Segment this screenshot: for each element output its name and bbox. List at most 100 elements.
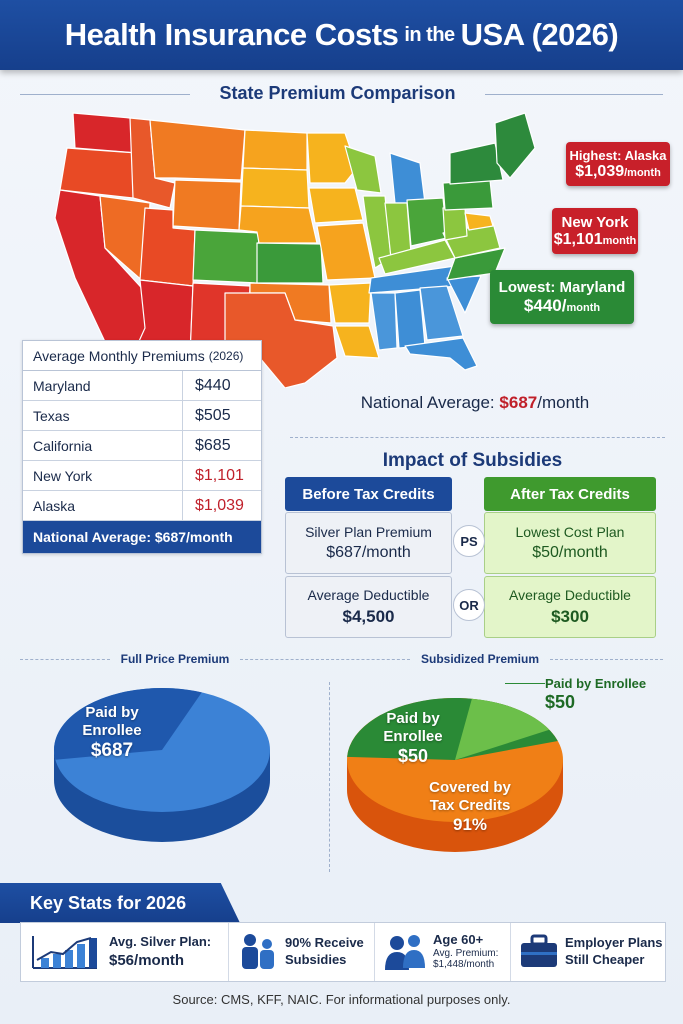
left-pie-label-line2: Enrollee <box>82 722 142 739</box>
state-alabama <box>394 289 426 349</box>
national-average-text: National Average: $687/month <box>325 393 625 413</box>
map-section-title: State Premium Comparison <box>219 83 456 103</box>
header-title-c: USA (2026) <box>460 17 619 52</box>
stat-3-line2: Avg. Premium: <box>433 947 499 959</box>
stat-3-line3: $1,448/month <box>433 959 495 971</box>
divider <box>20 659 110 660</box>
left-pie-title: Full Price Premium <box>120 652 230 666</box>
state-north-dakota <box>242 129 308 171</box>
after-deductible-value: $300 <box>551 607 589 626</box>
state-washington <box>72 112 138 154</box>
before-silver-plan-title: Silver Plan Premium <box>305 524 432 540</box>
state-maryland <box>464 212 494 231</box>
state-michigan <box>389 152 426 204</box>
state-georgia <box>419 285 464 341</box>
national-average-label: National Average: <box>360 393 495 412</box>
stat-4-line2: Still Cheaper <box>565 952 645 967</box>
subsidized-pie-chart <box>347 698 563 852</box>
stat-1-line2: $56/month <box>109 951 185 969</box>
table-row-state: Texas <box>23 401 183 430</box>
state-new-york <box>449 142 504 185</box>
right-pie-callout-value: $50 <box>545 691 576 712</box>
divider <box>485 94 663 95</box>
right-pie-title: Subsidized Premium <box>420 652 540 666</box>
family-icon <box>242 934 274 969</box>
stat-3-line1: Age 60+ <box>433 932 484 948</box>
before-deductible-box: Average Deductible $4,500 <box>285 576 452 638</box>
pie-wedge-enrollee <box>54 688 202 760</box>
right-pie-covered-line1: Covered by <box>429 779 511 796</box>
right-pie-covered-value: 91% <box>452 815 488 834</box>
callout-leader-line <box>505 683 545 684</box>
stat-2-line2: Subsidies <box>285 952 347 967</box>
table-row-value: $685 <box>195 436 231 454</box>
callout-lowest-amount: $440/ <box>523 295 567 315</box>
state-louisiana <box>334 325 380 359</box>
state-new-england <box>494 112 536 179</box>
right-pie-covered-line2: Tax Credits <box>429 797 511 814</box>
state-arkansas <box>328 282 372 324</box>
briefcase-icon <box>521 934 557 967</box>
source-note: Source: CMS, KFF, NAIC. For informationa… <box>172 992 511 1007</box>
table-row-state: Alaska <box>23 491 183 520</box>
state-mississippi <box>370 292 398 351</box>
header-title-a: Health Insurance Costs <box>64 17 399 52</box>
before-tax-credits-header: Before Tax Credits <box>285 477 452 511</box>
stat-avg-silver-plan: Avg. Silver Plan: $56/month <box>21 923 229 981</box>
stat-age-60: Age 60+ Avg. Premium: $1,448/month <box>375 923 511 981</box>
right-pie-label-line1: Paid by <box>386 710 440 727</box>
table-row: California $685 <box>23 431 261 461</box>
divider <box>290 437 665 438</box>
stat-employer-plans: Employer Plans Still Cheaper <box>511 923 665 981</box>
key-stats-title: Key Stats for 2026 <box>0 883 240 923</box>
callout-highest-amount: $1,039 <box>575 162 625 180</box>
state-kansas <box>256 242 324 284</box>
after-lowest-cost-box: Lowest Cost Plan $50/month <box>484 512 656 574</box>
table-row: Maryland $440 <box>23 371 261 401</box>
table-row: New York $1,101 <box>23 461 261 491</box>
divider <box>240 659 410 660</box>
callout-lowest-label: Lowest: Maryland <box>498 278 626 296</box>
us-map <box>54 112 536 388</box>
stat-subsidies: 90% Receive Subsidies <box>229 923 375 981</box>
stat-2-line1: 90% Receive <box>285 935 364 951</box>
table-row-value: $505 <box>195 406 231 424</box>
people-icon <box>385 935 425 970</box>
state-wisconsin <box>344 145 382 194</box>
callout-highest-label: Highest: Alaska <box>569 147 667 163</box>
premiums-table: Average Monthly Premiums (2026) Maryland… <box>22 340 262 554</box>
right-pie-enrollee-label: Paid by Enrollee $50 <box>368 710 458 768</box>
divider <box>329 682 330 872</box>
premiums-table-footer: National Average: $687/month <box>23 521 261 553</box>
table-row-state: California <box>23 431 183 460</box>
before-deductible-title: Average Deductible <box>307 587 430 603</box>
premiums-table-header: Average Monthly Premiums (2026) <box>23 341 261 371</box>
pie-slice-enrollee-highlight <box>455 698 550 760</box>
connector-or: OR <box>453 589 485 621</box>
connector-ps: PS <box>453 525 485 557</box>
subsidies-title: Impact of Subsidies <box>382 450 563 471</box>
before-silver-plan-box: Silver Plan Premium $687/month <box>285 512 452 574</box>
right-pie-callout: Paid by Enrollee $50 <box>545 676 655 713</box>
callout-ny-amount: $1,101 <box>553 230 603 248</box>
table-row-state: Maryland <box>23 371 183 400</box>
stat-1-line1: Avg. Silver Plan: <box>109 933 212 949</box>
premiums-table-year: (2026) <box>208 348 244 363</box>
callout-ny-unit: month <box>602 234 637 247</box>
table-row: Texas $505 <box>23 401 261 431</box>
left-pie-label: Paid by Enrollee $687 <box>62 704 162 763</box>
state-west-virginia <box>442 207 468 241</box>
after-deductible-title: Average Deductible <box>509 587 631 603</box>
national-average-unit: /month <box>537 393 590 412</box>
state-iowa <box>308 187 364 224</box>
full-price-pie-chart <box>54 688 270 842</box>
state-ohio <box>406 197 448 247</box>
state-oregon <box>59 147 138 199</box>
left-pie-label-value: $687 <box>90 740 134 761</box>
key-stats-bar: Avg. Silver Plan: $56/month 90% Receive … <box>20 922 666 982</box>
header-title-b: in the <box>404 23 455 46</box>
after-tax-credits-header: After Tax Credits <box>484 477 656 511</box>
table-row-state: New York <box>23 461 183 490</box>
premiums-table-title: Average Monthly Premiums <box>33 347 205 364</box>
after-lowest-cost-title: Lowest Cost Plan <box>515 524 625 540</box>
